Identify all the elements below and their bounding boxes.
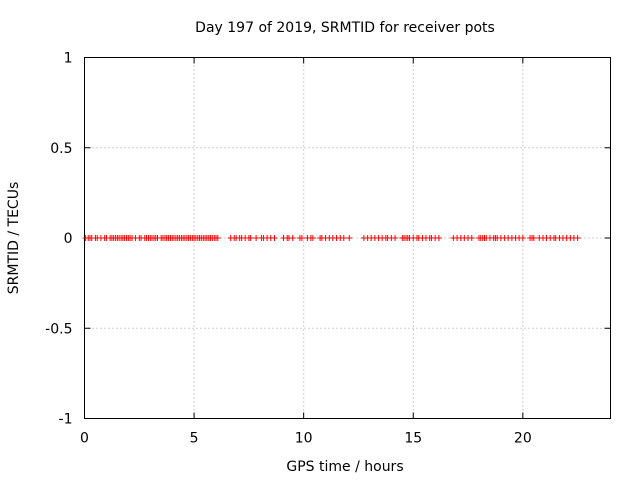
data-point [298,235,305,241]
data-point [247,235,254,241]
x-axis-label: GPS time / hours [286,459,403,475]
data-point [346,235,353,241]
axis-ticks: 0 5 10 15 20 -1 -0.5 0 0.5 1 [45,51,611,447]
data-point [253,235,260,241]
data-point [574,235,581,241]
y-tick-label: -1 [59,412,73,428]
data-point [340,235,347,241]
y-axis-label: SRMTID / TECUs [6,182,22,295]
data-points [82,235,581,241]
chart-title: Day 197 of 2019, SRMTID for receiver pot… [195,20,495,36]
x-tick-label: 20 [514,431,532,447]
x-tick-label: 0 [80,431,89,447]
x-tick-label: 5 [190,431,199,447]
y-tick-label: -0.5 [45,321,72,337]
data-point [435,235,442,241]
x-tick-label: 10 [295,431,313,447]
data-point [271,235,278,241]
y-tick-label: 1 [64,51,73,67]
data-point [289,235,296,241]
y-tick-label: 0 [64,231,73,247]
data-point [530,235,537,241]
data-point [468,235,475,241]
x-tick-label: 15 [404,431,422,447]
data-point [214,235,221,241]
data-point [392,235,399,241]
data-point [519,235,526,241]
y-tick-label: 0.5 [50,141,72,157]
data-point [309,235,316,241]
